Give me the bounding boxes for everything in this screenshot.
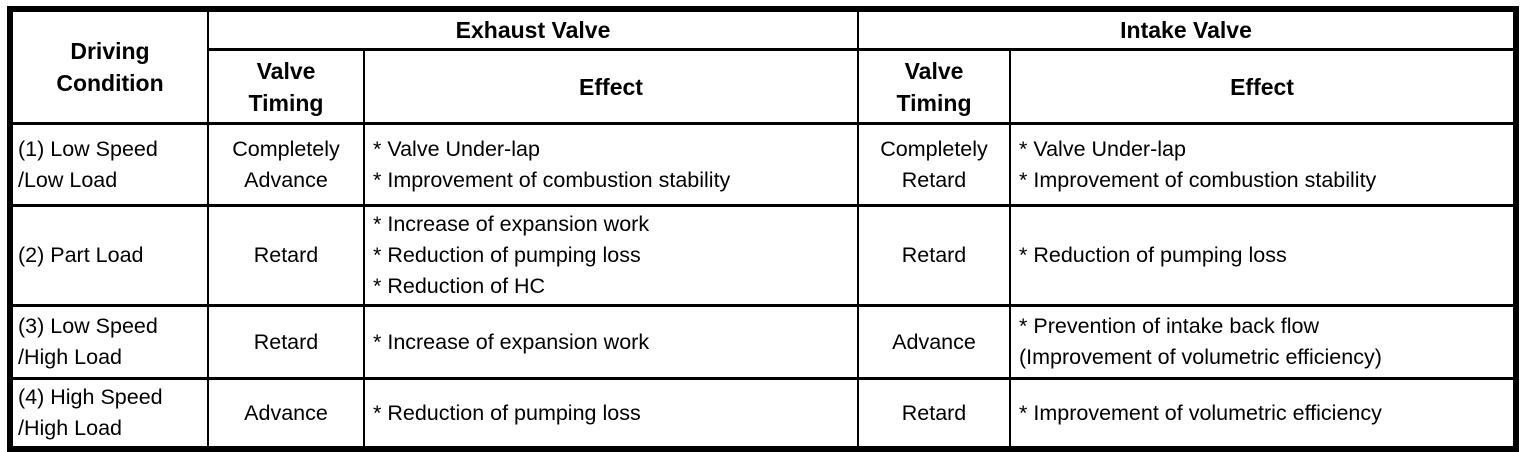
- cell-driving-condition: (3) Low Speed /High Load: [9, 304, 209, 381]
- cell-intake-valve-timing: Retard: [857, 377, 1012, 451]
- header-row-sub: Valve Timing Effect Valve Timing Effect: [10, 48, 1518, 126]
- cell-intake-valve-timing: Advance: [857, 304, 1012, 381]
- table-row: (4) High Speed /High Load Advance * Redu…: [9, 377, 1518, 451]
- cell-exhaust-effect: * Increase of expansion work * Reduction…: [362, 204, 860, 308]
- table-row: (2) Part Load Retard * Increase of expan…: [9, 204, 1518, 308]
- cell-exhaust-valve-timing: Completely Advance: [207, 122, 365, 208]
- table-row: (3) Low Speed /High Load Retard * Increa…: [9, 304, 1518, 381]
- header-exhaust-valve: Exhaust Valve: [206, 7, 860, 52]
- cell-exhaust-valve-timing: Advance: [207, 377, 365, 451]
- header-exhaust-effect: Effect: [362, 48, 860, 126]
- cell-intake-effect: * Prevention of intake back flow (Improv…: [1009, 304, 1518, 381]
- header-exhaust-valve-timing: Valve Timing: [207, 48, 365, 126]
- valve-timing-table: Driving Condition Exhaust Valve Intake V…: [7, 6, 1520, 452]
- cell-exhaust-valve-timing: Retard: [207, 304, 365, 381]
- cell-intake-effect: * Reduction of pumping loss: [1009, 204, 1518, 308]
- cell-driving-condition: (1) Low Speed /Low Load: [9, 122, 209, 208]
- cell-driving-condition: (2) Part Load: [9, 204, 209, 308]
- header-intake-valve: Intake Valve: [857, 7, 1518, 52]
- cell-exhaust-effect: * Increase of expansion work: [362, 304, 860, 381]
- cell-intake-effect: * Valve Under-lap * Improvement of combu…: [1009, 122, 1518, 208]
- cell-exhaust-valve-timing: Retard: [207, 204, 365, 308]
- cell-intake-valve-timing: Retard: [857, 204, 1012, 308]
- header-intake-valve-timing: Valve Timing: [857, 48, 1012, 126]
- cell-intake-effect: * Improvement of volumetric efficiency: [1009, 377, 1518, 451]
- cell-intake-valve-timing: Completely Retard: [857, 122, 1012, 208]
- header-intake-effect: Effect: [1009, 48, 1518, 126]
- header-row-top: Driving Condition Exhaust Valve Intake V…: [9, 7, 1518, 126]
- cell-driving-condition: (4) High Speed /High Load: [9, 377, 209, 451]
- cell-exhaust-effect: * Valve Under-lap * Improvement of combu…: [362, 122, 860, 208]
- table-row: (1) Low Speed /Low Load Completely Advan…: [9, 122, 1518, 208]
- header-driving-condition: Driving Condition: [9, 7, 209, 126]
- cell-exhaust-effect: * Reduction of pumping loss: [362, 377, 860, 451]
